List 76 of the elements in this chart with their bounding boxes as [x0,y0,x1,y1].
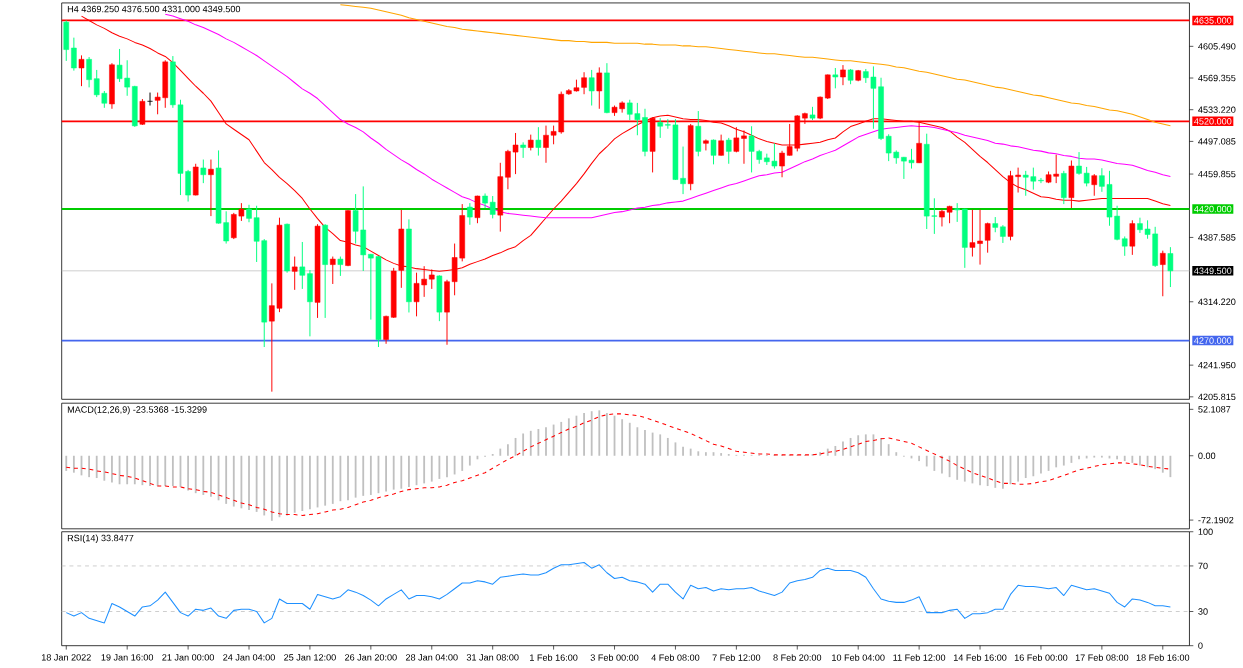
candlestick [596,66,603,110]
chart-title: MACD(12,26,9) -23.5368 -15.3299 [67,406,207,415]
candlestick [588,69,595,106]
candlestick [78,54,85,87]
candlestick [520,141,526,159]
candlestick [299,241,306,290]
candlestick [200,159,207,184]
y-tick-label: 4387.585 [1198,234,1236,241]
candlestick [657,117,663,139]
x-tick-label: 31 Jan 08:00 [466,654,519,661]
y-tick-label: 4497.085 [1198,138,1236,145]
x-tick-label: 26 Jan 20:00 [345,654,397,661]
candlestick [710,138,717,165]
candlestick [703,138,709,151]
x-tick-label: 19 Jan 16:00 [101,654,154,661]
chart-title: RSI(14) 33.8477 [67,534,134,544]
x-tick-label: 17 Feb 08:00 [1075,654,1129,661]
ref-line-label: 4520.000 [1194,118,1232,125]
x-tick-label: 7 Feb 12:00 [712,654,761,661]
candlestick [489,195,496,219]
x-tick-label: 18 Feb 16:00 [1136,654,1190,661]
candlestick [954,202,960,223]
y-tick-label: 100 [1198,528,1213,535]
x-tick-label: 18 Jan 2022 [41,654,91,661]
candlestick [824,73,831,100]
y-tick-label: 4605.490 [1198,43,1236,50]
x-tick-label: 16 Feb 00:00 [1014,654,1068,661]
x-tick-label: 14 Feb 16:00 [953,654,1007,661]
y-tick-label: 0 [1198,642,1203,649]
candlestick [330,256,336,285]
x-tick-label: 4 Feb 08:00 [651,654,700,661]
x-tick-label: 24 Jan 04:00 [223,654,275,661]
x-tick-label: 11 Feb 12:00 [893,654,946,661]
x-tick-label: 8 Feb 20:00 [773,654,822,661]
y-tick-label: 30 [1198,608,1208,615]
candlestick [474,195,481,224]
candlestick [1091,173,1098,197]
candlestick [1129,219,1136,256]
y-tick-label: 70 [1198,562,1208,570]
y-tick-label: 52.1087 [1198,406,1231,413]
y-tick-label: 0.00 [1198,452,1216,459]
ref-line-label: 4420.000 [1194,205,1232,213]
ref-line-label: 4635.000 [1194,17,1232,24]
candlestick [86,56,92,88]
candlestick [725,137,732,165]
candlestick [467,202,473,226]
candlestick [208,159,214,217]
y-tick-label: 4569.355 [1198,74,1236,82]
candlestick [840,64,846,86]
y-tick-label: 4241.950 [1198,361,1236,369]
chart-title: H4 4369.250 4376.500 4331.000 4349.500 [67,5,241,13]
ref-line-label: 4270.000 [1194,337,1232,344]
x-tick-label: 3 Feb 00:00 [590,654,639,661]
x-tick-label: 21 Jan 00:00 [162,654,215,661]
y-tick-label: 4314.220 [1198,298,1236,305]
candlestick [71,37,77,72]
candlestick [291,256,298,291]
x-tick-label: 28 Jan 04:00 [405,654,458,661]
candlestick [779,150,785,178]
x-tick-label: 25 Jan 12:00 [284,654,336,661]
candlestick [1160,250,1166,297]
candlestick [535,126,542,157]
candlestick [383,315,389,345]
candlestick [1167,246,1174,288]
x-tick-label: 1 Feb 16:00 [530,654,578,661]
y-tick-label: 4205.815 [1198,393,1236,401]
ref-line-label: 4349.500 [1194,267,1232,275]
candlestick [147,92,153,106]
y-tick-label: -72.1902 [1198,516,1234,524]
candlestick [718,134,724,157]
candlestick [832,67,839,89]
y-tick-label: 4533.220 [1198,106,1236,113]
y-tick-label: 4459.855 [1198,170,1236,178]
candlestick [337,256,344,277]
candlestick [1121,235,1128,257]
x-tick-label: 10 Feb 04:00 [832,654,885,661]
